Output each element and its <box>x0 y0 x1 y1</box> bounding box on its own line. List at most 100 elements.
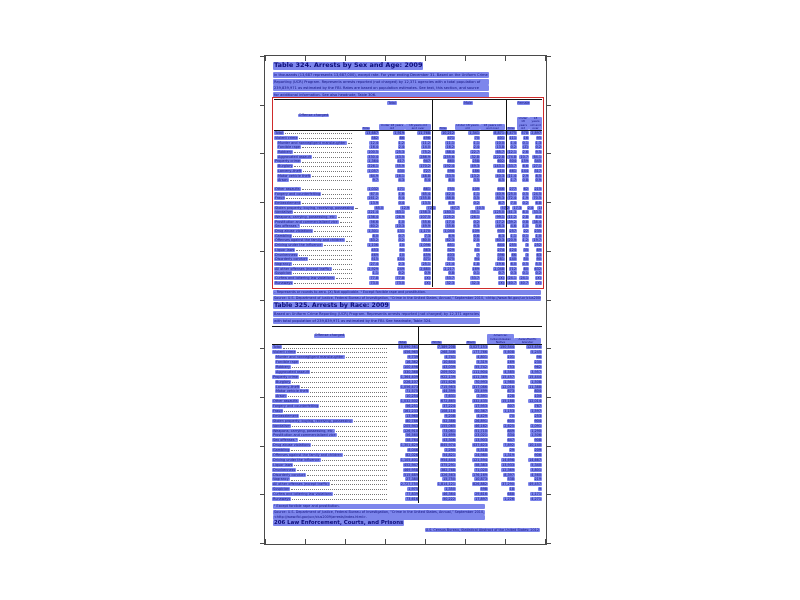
cell: 1.8 <box>455 261 480 266</box>
cell-value: 7,389,208 <box>436 345 456 350</box>
cell: 161,233 <box>388 409 419 414</box>
sub-header-text: Under 18 years old <box>379 122 405 130</box>
cell: 10 <box>379 243 405 248</box>
dot-leader <box>353 419 387 422</box>
cell-value: 131 <box>396 229 405 234</box>
cell: 111,904 <box>456 369 488 374</box>
cell-value: 46,364 <box>442 492 456 497</box>
cell: 753 <box>488 365 515 369</box>
cell-value: 74.8 <box>507 154 517 159</box>
cell: 1,226 <box>488 497 515 502</box>
cell-value: 844 <box>496 243 505 248</box>
cell: 171 <box>379 186 405 191</box>
cell-value: 504 <box>508 159 517 164</box>
row-label-text: Embezzlement <box>274 200 302 205</box>
row-label-text: Arson <box>275 394 287 399</box>
cell: 1,506 <box>515 433 542 438</box>
cell-value: 57.2 <box>500 205 510 210</box>
table-row: Vandalism 205,943 155,065 46,162 2,625 2,091 <box>272 423 542 428</box>
cell-value: 602 <box>496 159 505 164</box>
headnote2-line: with total population of 239,839,971 as … <box>273 317 480 324</box>
cell-value: 0.1 <box>521 271 529 276</box>
cell: 1,508 <box>515 379 542 384</box>
table-row: Motor vehicle theft 71,575 44,399 25,499 873… <box>272 389 542 394</box>
cell: 44,399 <box>419 389 456 394</box>
cell-value: 2.8 <box>521 215 529 220</box>
cell: 64.1 <box>529 154 542 159</box>
cell-value: 58,383 <box>474 462 488 467</box>
cell: 38.4 <box>529 219 542 224</box>
cell: 396 <box>480 252 505 257</box>
table-row: All other offenses (except traffic) 2,727… <box>272 482 542 487</box>
table-row: Aggravated assault 330,368 209,922 111,904 4… <box>272 369 542 374</box>
cell: 63 <box>529 252 542 257</box>
row-label-text: Weapons; carrying, possessing, etc. <box>272 428 335 433</box>
table-row: Robbery 100.5 25.3 75.2 88.4 22.7 65.7 12.1 2.6 9… <box>274 150 542 155</box>
column-header: Black <box>455 328 487 344</box>
cell-value: 363 <box>422 247 431 252</box>
cell-value: 109 <box>471 186 480 191</box>
cell-value: 908 <box>533 438 542 443</box>
cell: 205,943 <box>388 423 419 428</box>
table-325-header: Offense charged Total White Black American I… <box>272 328 542 345</box>
cell-value: 7 <box>475 243 480 248</box>
cell: 646 <box>480 186 505 191</box>
cell: 6.0 <box>505 261 517 266</box>
cell: (X) <box>480 275 505 280</box>
cell-value: 17.4 <box>445 219 455 224</box>
cell-value: 767 <box>533 404 542 409</box>
cell-value: 226,107 <box>402 379 419 384</box>
cell-value: 469 <box>370 252 379 257</box>
cell: 6.9 <box>431 200 455 205</box>
cell: 80.0 <box>405 238 431 243</box>
tick-mark <box>505 56 506 61</box>
cell-value: 1.9 <box>521 196 529 201</box>
cell: 5,608 <box>488 350 515 355</box>
cell: 10.5 <box>460 205 485 210</box>
cell: 849 <box>488 428 515 433</box>
table-row: All other offenses (except traffic) 2,929… <box>274 266 542 271</box>
cell: 1,057 <box>353 168 379 173</box>
row-label: Property crime <box>274 159 302 164</box>
dot-leader <box>294 210 352 214</box>
cell: 5.5 <box>529 261 542 266</box>
cell: 209 <box>515 448 542 453</box>
cell-value: 52,386 <box>442 418 456 423</box>
cell: 7 <box>455 243 480 248</box>
cell-value: 1,032,502 <box>399 399 419 404</box>
cell: 169 <box>455 266 480 271</box>
cell-value: 42.0 <box>445 191 455 196</box>
row-label-text: Aggravated assault <box>277 154 312 159</box>
cell-value: 10.0 <box>495 140 505 145</box>
cell: 1,044 <box>431 229 455 234</box>
cell-value: 169 <box>506 360 515 365</box>
headnote1-line: Reporting (UCR) Program. Represents arre… <box>273 78 489 85</box>
cell: 126,910 <box>388 428 419 433</box>
cell: 1,153 <box>488 409 515 414</box>
cell: 2.9 <box>517 173 529 178</box>
cell: 1,364,409 <box>388 374 419 379</box>
cell: 1,814,121 <box>419 482 456 487</box>
cell: 57.2 <box>485 205 510 210</box>
cell-value: 2,048 <box>493 266 505 271</box>
cell: 1.1 <box>505 233 517 238</box>
cell: 80,786 <box>388 418 419 423</box>
cell: 8.0 <box>431 178 455 183</box>
group-header-text: Female <box>516 101 531 105</box>
cell: 11.1 <box>431 140 455 145</box>
table-324-inner: Offense charged Total Total Under 18 years … <box>274 99 542 287</box>
cell: 371 <box>405 257 431 262</box>
cell-value: 274 <box>496 247 505 252</box>
row-label: Runaways <box>272 497 292 502</box>
cell-value: 25.3 <box>395 150 405 155</box>
dot-leader <box>300 224 352 228</box>
cell-value: 851 <box>446 243 455 248</box>
row-label-text: Murder and nonnegligent manslaughter <box>277 140 347 145</box>
cell: 43.5 <box>379 154 405 159</box>
row-label-text: Other assaults <box>274 186 301 191</box>
dot-leader <box>335 276 352 280</box>
table-row: Robbery 100,496 43,039 55,742 753 962 <box>272 365 542 370</box>
cell: 4,585 <box>488 369 515 374</box>
cell: 46.3 <box>480 224 505 229</box>
dot-leader <box>294 164 352 168</box>
